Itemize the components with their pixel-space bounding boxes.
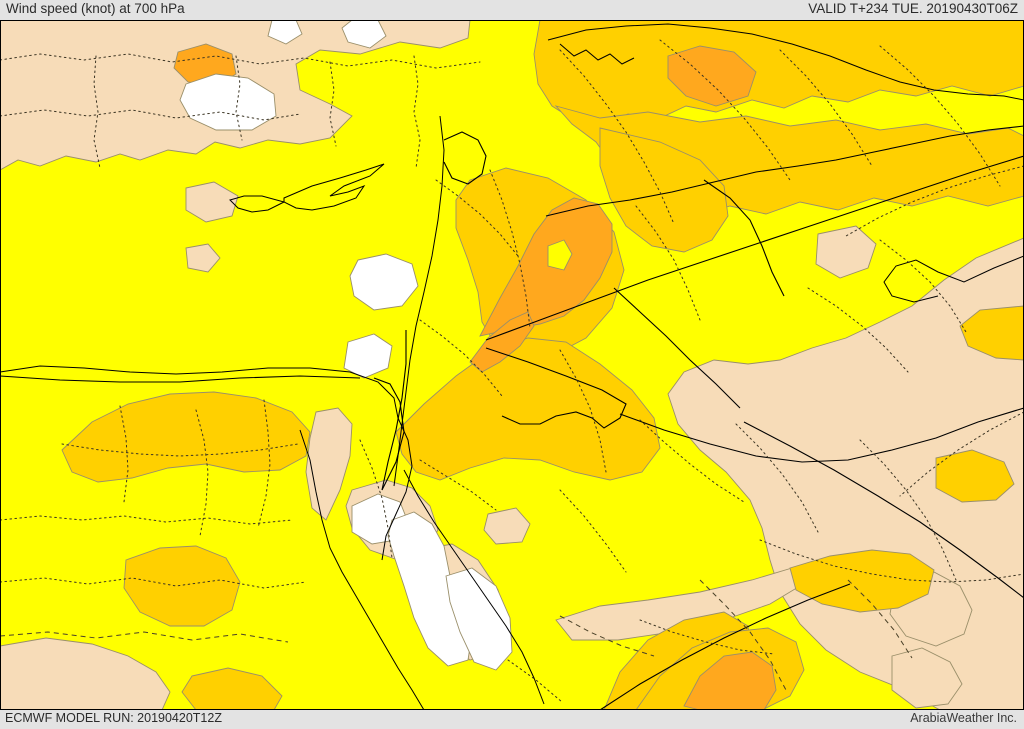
admin-border-12 [489,169,531,329]
admin-border-30 [419,459,497,511]
admin-border-15 [559,349,607,473]
admin-border-33 [807,287,909,373]
map-header-bar: Wind speed (knot) at 700 hPa VALID T+234… [0,0,1024,20]
admin-border-19 [899,411,1024,497]
admin-border-22 [507,659,563,703]
admin-border-21 [639,619,775,655]
pale-lobe-se2 [891,647,963,709]
admin-border-14 [419,319,503,397]
pale-blob-w2 [185,243,221,273]
white-patch-redsea-main [387,511,473,667]
pale-lobe-ne [815,225,877,279]
page-title: Wind speed (knot) at 700 hPa [6,1,185,16]
coastline-cyprus [229,163,385,213]
admin-dash-2 [699,579,787,691]
border-israel-egypt [373,377,405,491]
coastline-redsea-east [403,469,545,705]
admin-border-4 [235,55,243,141]
admin-border-8 [659,39,791,181]
admin-border-10 [879,45,1001,187]
border-turkey-south [545,125,1024,217]
golden-region-turkey [533,20,1024,129]
border-saudi-iraq-ne [619,407,1024,463]
admin-border-27 [0,515,293,525]
admin-border-7 [559,49,675,225]
attribution-label: ArabiaWeather Inc. [910,711,1017,725]
admin-border-34 [635,205,701,321]
admin-border-2 [0,109,301,121]
border-dotted-group [0,39,1024,703]
border-jordan-israel [381,330,407,491]
admin-dash-1 [0,631,289,643]
orange-tail [469,311,535,373]
border-turkey-se [703,179,785,297]
orange-jet-core [479,197,613,337]
model-run-label: ECMWF MODEL RUN: 20190420T12Z [5,711,222,725]
border-jordan-saudi [485,347,627,429]
white-patch-n2 [267,20,303,45]
admin-border-5 [329,61,337,147]
band-white-group [179,20,513,671]
admin-border-18 [859,439,957,581]
golden-region-egypt-s [123,545,241,627]
pale-region-bottom-left [0,637,171,710]
orange-blob-ne [667,45,757,107]
border-arabia-se [599,583,851,710]
golden-region-north-centre [599,127,729,253]
pale-blob-mid-left [483,507,531,545]
admin-border-16 [639,419,745,503]
border-lebanon [443,131,487,185]
golden-blob-bottom [181,667,283,710]
coastline-group [0,23,1024,710]
admin-border-25 [119,405,129,503]
golden-blob-e [959,305,1024,361]
wind-speed-contour-svg [0,20,1024,710]
band-orange-group [173,43,777,710]
border-arabia-interior [743,421,1024,599]
admin-border-28 [0,577,307,589]
admin-border-32 [879,239,967,333]
band-golden-group [61,20,1024,710]
white-patch-cyprus-n [179,73,277,131]
golden-region-se-band [789,549,935,613]
border-egypt-south [0,375,361,383]
golden-region-egypt [61,391,311,483]
white-patch-levant-1 [349,253,419,311]
admin-border-13 [435,179,519,257]
border-dashed-group [0,579,913,691]
admin-dash-4 [847,579,913,659]
admin-border-24 [257,399,271,529]
coastline-north [547,23,1024,101]
admin-border-1 [0,53,481,69]
border-solid-group [0,125,1024,710]
admin-border-9 [779,49,873,167]
valid-time-label: VALID T+234 TUE. 20190430T06Z [808,1,1018,16]
weather-map-canvas[interactable] [0,20,1024,710]
coastline-egypt [0,365,399,419]
orange-blob-se [683,651,777,710]
pale-blob-w1 [185,181,239,223]
coastline-gulf [883,255,1024,303]
admin-dash-3 [559,615,655,657]
coastline-levant [393,115,445,487]
admin-border-6 [413,55,421,169]
white-patch-levant-2 [343,333,393,379]
coastline-sinai [381,417,413,561]
admin-border-11 [845,165,1024,237]
orange-core-hole [547,239,573,271]
admin-border-3 [93,55,101,169]
coastline-redsea-west [299,429,425,710]
admin-border-20 [759,539,1024,583]
coastline-aegean [559,43,635,65]
border-jordan-iraq [485,155,1024,341]
white-patch-redsea-s [445,567,513,671]
golden-blob-right [935,449,1015,503]
admin-border-23 [195,409,209,537]
border-syria-iraq [613,287,741,409]
white-patch-far-n [341,20,387,49]
map-footer-bar: ECMWF MODEL RUN: 20190420T12Z ArabiaWeat… [0,710,1024,729]
admin-border-29 [359,439,393,559]
